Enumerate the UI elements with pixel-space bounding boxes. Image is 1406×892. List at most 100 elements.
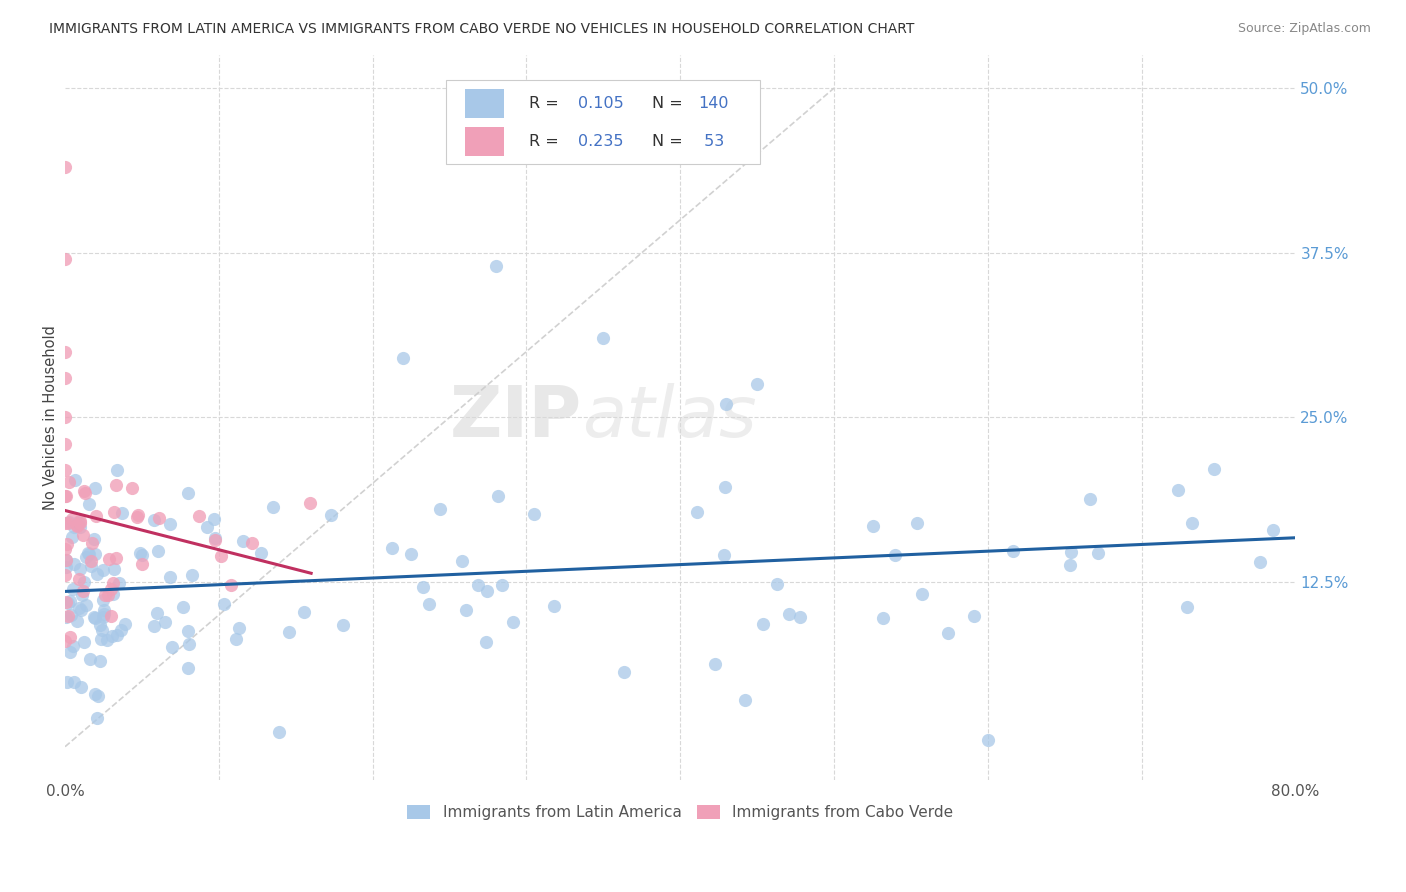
Point xyxy=(228,621,250,635)
Text: N =: N = xyxy=(652,95,688,111)
Point xyxy=(100,582,122,596)
Point xyxy=(100,609,122,624)
Point xyxy=(685,505,707,519)
Text: atlas: atlas xyxy=(582,383,756,452)
Point xyxy=(485,259,508,273)
Point xyxy=(67,572,90,586)
Point xyxy=(93,603,115,617)
Point xyxy=(131,548,153,562)
Point xyxy=(143,513,166,527)
Point xyxy=(1059,558,1081,573)
Point xyxy=(502,615,524,629)
Point xyxy=(219,578,242,592)
Point xyxy=(65,473,87,487)
Point xyxy=(381,541,404,555)
Point xyxy=(523,507,546,521)
Point xyxy=(67,516,90,530)
Point xyxy=(121,481,143,495)
Point xyxy=(188,508,211,523)
Point xyxy=(111,506,134,520)
Point xyxy=(172,599,194,614)
Point xyxy=(83,533,105,547)
Point xyxy=(713,548,735,562)
Point xyxy=(778,607,800,621)
Point xyxy=(55,610,77,624)
Point xyxy=(67,601,90,615)
Point xyxy=(91,592,114,607)
Point xyxy=(177,637,200,651)
Point xyxy=(209,549,232,563)
Point xyxy=(177,661,200,675)
Point xyxy=(79,651,101,665)
Point xyxy=(905,516,928,531)
Point xyxy=(73,635,96,649)
Point xyxy=(475,584,498,599)
Point xyxy=(1087,546,1109,560)
Point xyxy=(53,490,76,504)
Point xyxy=(75,549,97,564)
Point xyxy=(1078,492,1101,507)
Point xyxy=(91,623,114,637)
Point xyxy=(84,611,107,625)
Point xyxy=(1175,600,1198,615)
Point xyxy=(105,463,128,477)
Point xyxy=(225,632,247,647)
Text: ZIP: ZIP xyxy=(450,383,582,452)
Point xyxy=(543,599,565,614)
Point xyxy=(63,674,86,689)
Point xyxy=(93,563,115,577)
Point xyxy=(90,632,112,647)
Point xyxy=(299,496,322,510)
Point xyxy=(592,331,614,345)
Point xyxy=(55,553,77,567)
Point xyxy=(69,520,91,534)
Point xyxy=(108,575,131,590)
Point xyxy=(714,480,737,494)
Point xyxy=(263,500,285,515)
Point xyxy=(55,560,77,574)
Point xyxy=(491,578,513,592)
Point xyxy=(98,552,121,566)
Point xyxy=(69,562,91,576)
Point xyxy=(1261,524,1284,538)
Point xyxy=(1204,462,1226,476)
Point xyxy=(451,554,474,568)
Point xyxy=(73,575,96,590)
Point xyxy=(129,546,152,560)
Point xyxy=(63,557,86,571)
Point xyxy=(59,644,82,658)
Text: Source: ZipAtlas.com: Source: ZipAtlas.com xyxy=(1237,22,1371,36)
Point xyxy=(114,617,136,632)
Point xyxy=(467,578,489,592)
Point xyxy=(963,608,986,623)
Point xyxy=(72,483,94,498)
Point xyxy=(486,489,509,503)
Point xyxy=(53,463,76,477)
Point xyxy=(53,371,76,385)
Point xyxy=(938,626,960,640)
Point xyxy=(110,624,132,638)
Point xyxy=(146,544,169,558)
Point xyxy=(75,598,97,612)
Point xyxy=(734,693,756,707)
Point xyxy=(83,687,105,701)
Point xyxy=(53,436,76,450)
Point xyxy=(84,547,107,561)
Point xyxy=(872,611,894,625)
Point xyxy=(72,583,94,598)
Point xyxy=(66,518,89,533)
Y-axis label: No Vehicles in Household: No Vehicles in Household xyxy=(44,325,58,510)
Point xyxy=(55,489,77,503)
Point xyxy=(56,516,79,530)
Point xyxy=(96,632,118,647)
Point xyxy=(181,568,204,582)
Point xyxy=(53,160,76,174)
Point xyxy=(53,568,76,582)
Point xyxy=(84,481,107,495)
Point xyxy=(83,610,105,624)
Point xyxy=(269,725,291,739)
Point xyxy=(148,511,170,525)
Point xyxy=(159,516,181,531)
Point xyxy=(105,628,128,642)
Point xyxy=(63,520,86,534)
